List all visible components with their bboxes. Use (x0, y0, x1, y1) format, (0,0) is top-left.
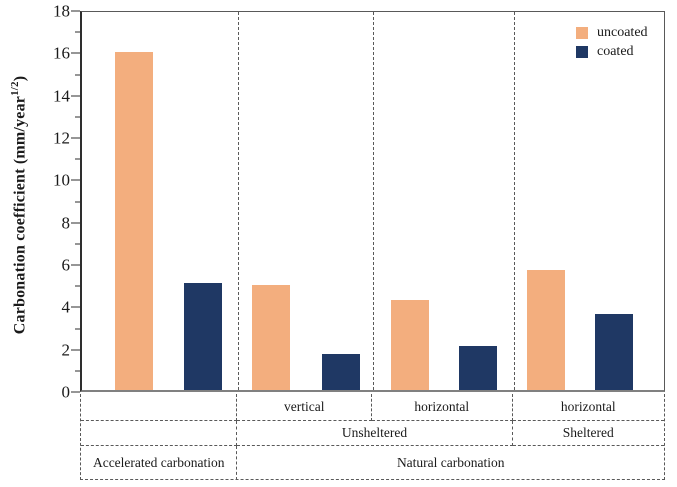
legend-swatch-uncoated (576, 27, 588, 39)
y-axis-tick-label: 4 (61, 297, 71, 317)
y-axis-minor-tick (75, 31, 80, 33)
legend: uncoated coated (576, 26, 648, 64)
y-axis-minor-tick (75, 116, 80, 118)
bar-coated-unsheltered-horizontal (459, 345, 497, 390)
bar-coated-unsheltered-vertical (322, 354, 360, 390)
table-cell-empty (81, 421, 238, 446)
table-cell-sheltered: Sheltered (512, 421, 664, 446)
y-axis-major-tick (71, 222, 80, 224)
y-axis-major-tick (71, 391, 80, 393)
legend-swatch-coated (576, 46, 588, 58)
category-table: vertical horizontal horizontal Unshelter… (80, 394, 665, 480)
legend-label-uncoated: uncoated (597, 25, 648, 40)
legend-item-uncoated: uncoated (576, 26, 648, 40)
table-cell-empty (81, 394, 238, 421)
y-axis-minor-tick (75, 243, 80, 245)
y-axis-tick-marks (71, 10, 80, 393)
y-axis-tick-label: 2 (61, 340, 71, 360)
legend-item-coated: coated (576, 45, 648, 59)
table-cell-orientation-horizontal-sheltered: horizontal (512, 394, 664, 421)
table-cell-accelerated-carbonation: Accelerated carbonation (81, 446, 238, 480)
y-axis-tick-label: 18 (53, 1, 70, 21)
bar-uncoated-unsheltered-vertical (252, 285, 290, 390)
y-axis-tick-label: 0 (61, 382, 71, 402)
y-axis-tick-label: 10 (53, 170, 70, 190)
y-axis-minor-tick (75, 201, 80, 202)
table-cell-orientation-horizontal-unsheltered: horizontal (372, 394, 513, 421)
y-axis-tick-label: 6 (61, 255, 71, 275)
y-axis-major-tick (71, 137, 80, 139)
y-axis-minor-tick (75, 74, 80, 75)
y-axis-major-tick (71, 306, 80, 308)
group-separator-line (514, 12, 515, 390)
y-axis-tick-label: 16 (53, 43, 70, 63)
y-axis-major-tick (71, 10, 80, 12)
legend-label-coated: coated (597, 44, 634, 59)
y-axis-major-tick (71, 179, 80, 181)
y-axis-major-tick (71, 95, 80, 97)
y-axis-major-tick (71, 52, 80, 54)
bar-uncoated-unsheltered-horizontal (391, 299, 429, 390)
y-axis-tick-label: 12 (53, 128, 70, 148)
y-axis-tick-labels: 0 2 4 6 8 10 12 14 16 18 (18, 3, 71, 401)
y-axis-minor-tick (75, 328, 80, 329)
table-cell-orientation-vertical: vertical (237, 394, 372, 421)
bar-coated-sheltered-horizontal (595, 314, 633, 390)
table-cell-unsheltered: Unsheltered (237, 421, 513, 446)
y-axis-minor-tick (75, 158, 80, 160)
group-separator-line (238, 12, 239, 390)
group-separator-line (373, 12, 374, 390)
y-axis-minor-tick (75, 370, 80, 372)
bar-coated-accelerated (184, 282, 222, 390)
y-axis-tick-label: 8 (61, 213, 71, 233)
bar-uncoated-sheltered-horizontal (527, 270, 565, 390)
y-axis-tick-label: 14 (53, 86, 70, 106)
y-axis-minor-tick (75, 285, 80, 287)
plot-area: uncoated coated (80, 11, 665, 392)
bar-uncoated-accelerated (115, 51, 153, 390)
y-axis-major-tick (71, 264, 80, 266)
y-axis-major-tick (71, 349, 80, 351)
table-cell-natural-carbonation: Natural carbonation (396, 455, 505, 470)
